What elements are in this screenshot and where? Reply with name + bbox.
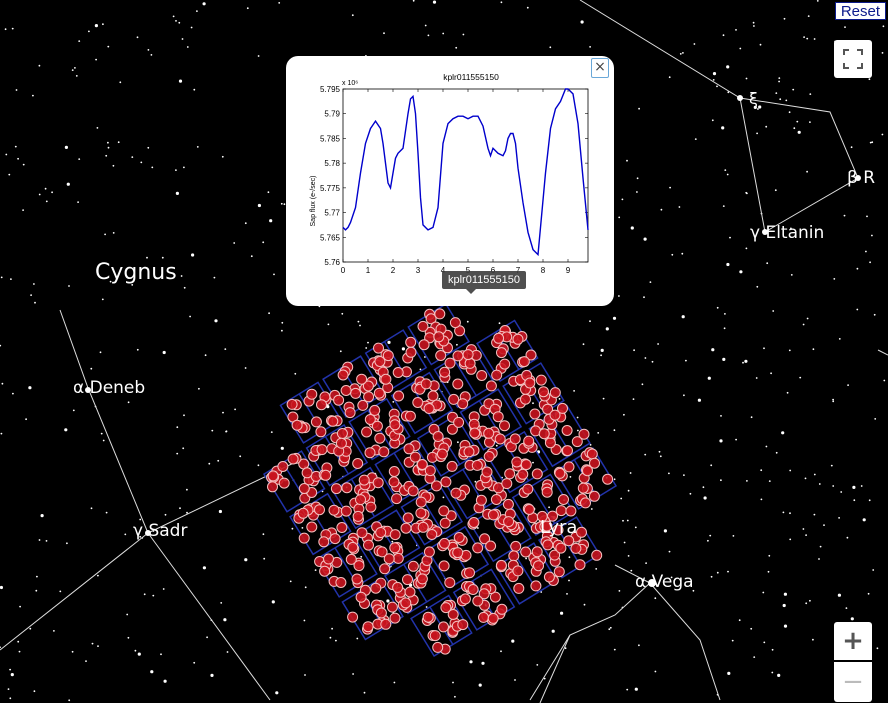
x-tick-label: 2 [391, 266, 396, 275]
x-tick-label: 5 [466, 266, 471, 275]
label-eltanin: γ Eltanin [750, 223, 824, 243]
label-deneb: α Deneb [73, 378, 145, 398]
lightcurve-chart: kplr011555150 x 10⁶ Sap flux (e-/sec) 0 1… [310, 72, 589, 275]
y-tick-label: 5.79 [324, 110, 340, 119]
y-tick-label: 5.78 [324, 159, 340, 168]
fullscreen-button[interactable] [834, 40, 872, 78]
label-sadr: γ Sadr [133, 521, 187, 541]
reset-button[interactable]: Reset [834, 2, 886, 20]
label-vega: α Vega [635, 572, 694, 592]
label-lyra: Lyra [540, 517, 577, 538]
x-tick-label: 4 [441, 266, 446, 275]
chart-title: kplr011555150 [443, 72, 499, 82]
target-tooltip: kplr011555150 [442, 271, 526, 294]
lightcurve-line [342, 88, 589, 257]
chart-y-scale: x 10⁶ [342, 80, 358, 87]
y-tick-label: 5.795 [320, 85, 341, 94]
label-beta: β R [847, 168, 875, 188]
y-tick-label: 5.775 [320, 184, 341, 193]
close-icon[interactable]: × [591, 58, 609, 78]
lightcurve-popup: kplr011555150 x 10⁶ Sap flux (e-/sec) 0 1… [286, 56, 614, 306]
x-tick-label: 3 [416, 266, 421, 275]
x-tick-label: 6 [491, 266, 496, 275]
kepler-targets[interactable] [266, 308, 614, 655]
x-tick-label: 7 [516, 266, 521, 275]
zoom-out-button[interactable]: − [834, 662, 872, 702]
chart-ylabel: Sap flux (e-/sec) [310, 176, 317, 227]
label-cygnus: Cygnus [95, 260, 177, 285]
y-tick-label: 5.77 [324, 209, 340, 218]
zoom-in-button[interactable]: + [834, 622, 872, 660]
y-tick-label: 5.76 [324, 258, 340, 267]
y-tick-label: 5.785 [320, 134, 341, 143]
fullscreen-icon [843, 49, 863, 69]
x-tick-label: 9 [566, 266, 571, 275]
label-xi: ξ [749, 89, 758, 108]
y-tick-label: 5.765 [320, 233, 341, 242]
x-tick-label: 1 [366, 266, 371, 275]
x-tick-label: 8 [541, 266, 546, 275]
x-tick-label: 0 [341, 266, 346, 275]
